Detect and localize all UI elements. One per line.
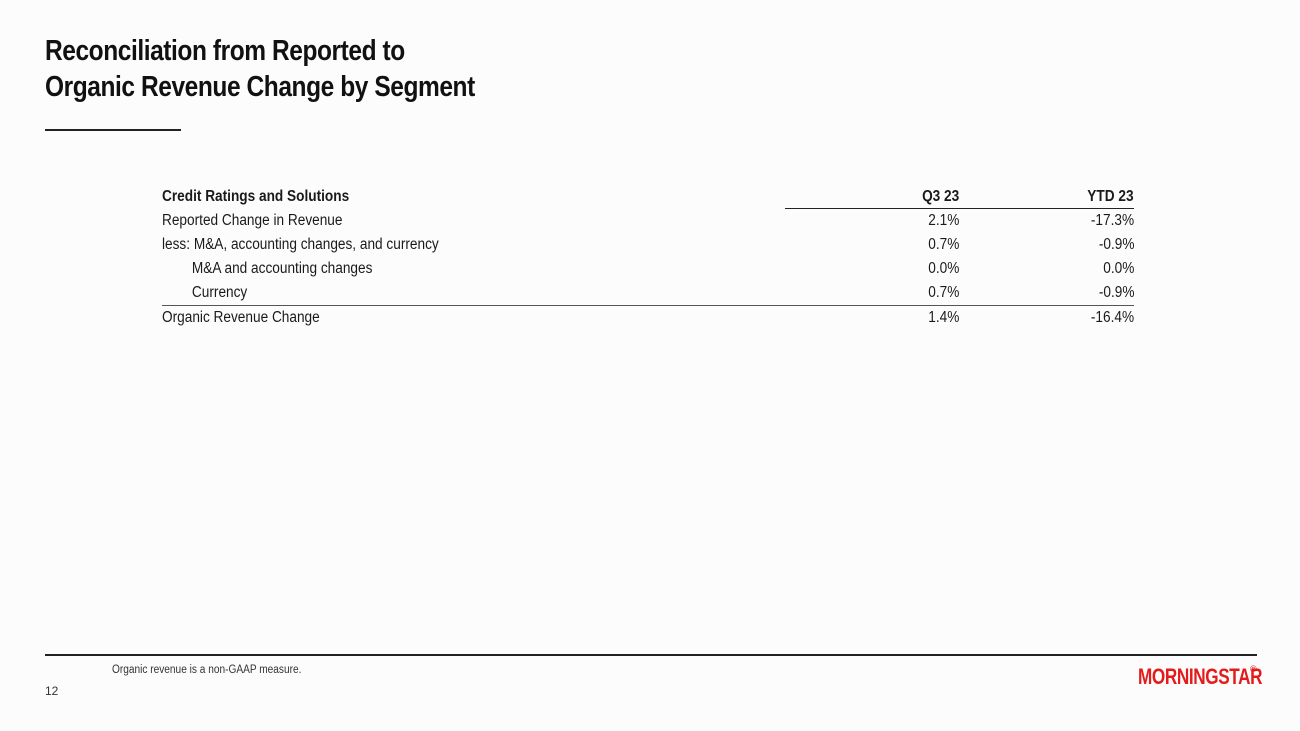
- table-header-row: Credit Ratings and Solutions Q3 23 YTD 2…: [162, 186, 1134, 209]
- row-value-q3: 0.7%: [928, 236, 960, 253]
- row-value-ytd: -16.4%: [1090, 309, 1134, 326]
- reconciliation-table: Credit Ratings and Solutions Q3 23 YTD 2…: [162, 186, 1134, 330]
- table-row: Reported Change in Revenue 2.1% -17.3%: [162, 209, 1134, 234]
- row-value-ytd: 0.0%: [1102, 260, 1134, 277]
- column-header-ytd: YTD 23: [1087, 188, 1134, 205]
- table-row: Currency 0.7% -0.9%: [162, 281, 1134, 306]
- footnote: Organic revenue is a non-GAAP measure.: [112, 664, 302, 676]
- row-label: less: M&A, accounting changes, and curre…: [162, 236, 439, 253]
- table-row-total: Organic Revenue Change 1.4% -16.4%: [162, 306, 1134, 331]
- row-value-q3: 0.0%: [928, 260, 960, 277]
- row-label: M&A and accounting changes: [191, 260, 373, 277]
- footer-divider: [45, 654, 1257, 656]
- table-row: M&A and accounting changes 0.0% 0.0%: [162, 257, 1134, 281]
- row-label: Currency: [191, 284, 248, 301]
- row-value-q3: 1.4%: [928, 309, 960, 326]
- table-row: less: M&A, accounting changes, and curre…: [162, 233, 1134, 257]
- row-value-q3: 0.7%: [928, 284, 960, 301]
- registered-mark: ®: [1250, 664, 1257, 674]
- row-value-ytd: -0.9%: [1098, 284, 1134, 301]
- page-number: 12: [45, 684, 59, 698]
- row-label: Organic Revenue Change: [162, 309, 320, 326]
- title-underline: [45, 129, 181, 131]
- page-title: Reconciliation from Reported to Organic …: [45, 33, 475, 105]
- row-label: Reported Change in Revenue: [162, 211, 343, 229]
- page-title-line-1: Reconciliation from Reported to: [45, 35, 405, 67]
- segment-header: Credit Ratings and Solutions: [162, 188, 350, 206]
- morningstar-logo: MORNINGSTAR: [1138, 664, 1263, 689]
- row-value-q3: 2.1%: [928, 212, 960, 229]
- row-value-ytd: -0.9%: [1098, 236, 1134, 253]
- row-value-ytd: -17.3%: [1090, 212, 1134, 229]
- column-header-q3: Q3 23: [922, 188, 960, 205]
- page-title-line-2: Organic Revenue Change by Segment: [45, 71, 475, 103]
